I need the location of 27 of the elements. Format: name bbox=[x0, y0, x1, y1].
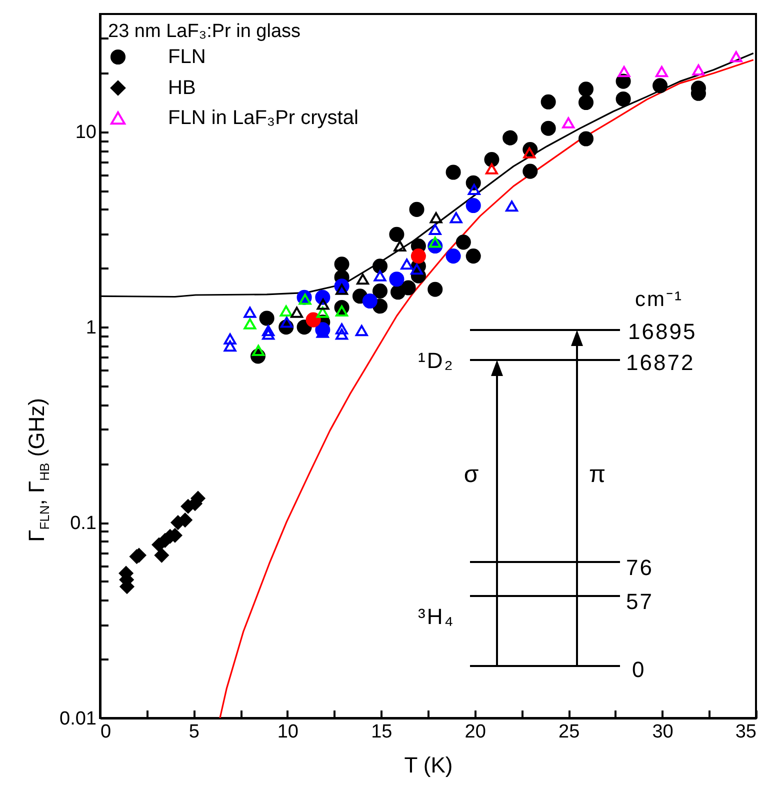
x-tick-label: 20 bbox=[464, 722, 486, 742]
annotation: 76 bbox=[626, 555, 654, 580]
legend-label: HB bbox=[168, 77, 196, 99]
annotation: π bbox=[588, 461, 608, 488]
y-tick-label: 0.01 bbox=[60, 708, 96, 730]
annotation: cm⁻¹ bbox=[635, 288, 683, 311]
x-tick-label: 15 bbox=[371, 722, 392, 742]
annotation: 16872 bbox=[626, 350, 695, 375]
x-tick-label: 5 bbox=[188, 722, 200, 742]
x-tick-label: 10 bbox=[277, 722, 298, 742]
annotation: σ bbox=[464, 461, 480, 488]
x-axis-title: T (K) bbox=[404, 752, 453, 778]
legend-title: 23 nm LaF₃:Pr in glass bbox=[108, 21, 301, 42]
legend-label: FLN in LaF₃Pr crystal bbox=[168, 107, 358, 129]
x-tick-label: 35 bbox=[735, 722, 756, 742]
y-tick-label: 10 bbox=[75, 122, 96, 144]
y-tick-label: 1 bbox=[86, 318, 96, 339]
annotation: 57 bbox=[626, 589, 654, 614]
x-tick-label: 25 bbox=[558, 722, 580, 742]
x-tick-label: 0 bbox=[100, 722, 112, 742]
annotation: ¹D₂ bbox=[418, 348, 454, 373]
annotation: 0 bbox=[632, 657, 646, 682]
annotation: ³H₄ bbox=[418, 604, 455, 629]
legend-label: FLN bbox=[168, 46, 206, 68]
y-tick-label: 0.1 bbox=[70, 513, 96, 534]
x-tick-label: 30 bbox=[652, 722, 674, 742]
annotation: 16895 bbox=[628, 319, 697, 344]
